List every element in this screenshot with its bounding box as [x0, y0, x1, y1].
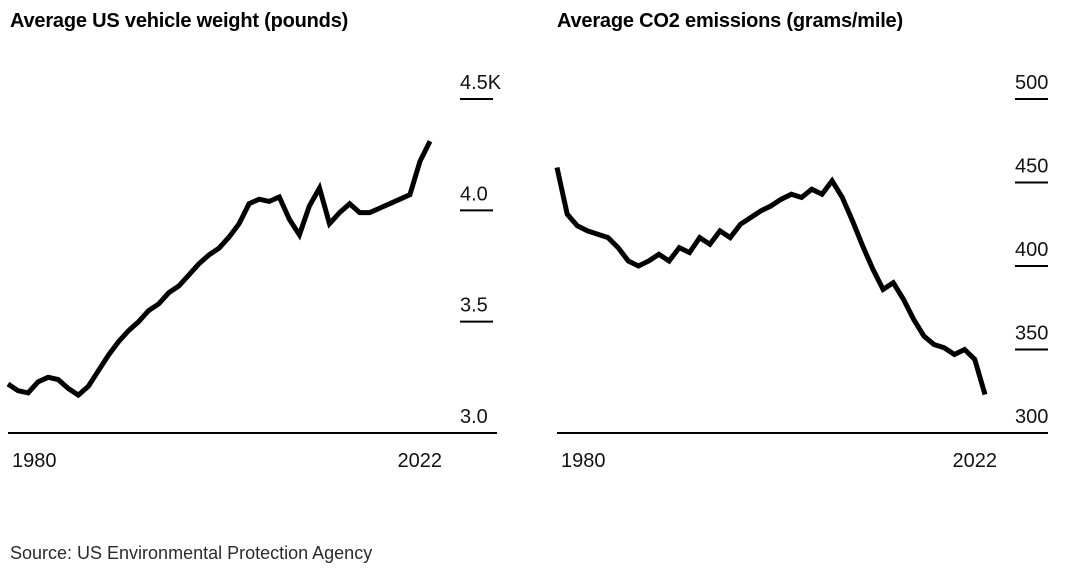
x-tick-label-start: 1980: [12, 450, 57, 472]
y-tick-label: 4.5K: [460, 72, 502, 94]
x-tick-label-start: 1980: [561, 450, 606, 472]
line-chart: 500 450 400 350 300: [554, 72, 1048, 434]
line-chart: 4.5K 4.0 3.5 3.0: [6, 72, 502, 434]
source-note: Source: US Environmental Protection Agen…: [10, 543, 373, 563]
x-tick-label-end: 2022: [397, 450, 443, 472]
x-tick-label-end: 2022: [952, 450, 998, 472]
chart-co2-emissions: Average CO2 emissions (grams/mile) 500 45…: [540, 0, 1080, 520]
series-line: [554, 166, 988, 396]
y-tick-label: 400: [1015, 239, 1048, 261]
y-tick-label: 3.5: [460, 295, 488, 317]
y-tick-label: 500: [1015, 72, 1048, 94]
chart-vehicle-weight: Average US vehicle weight (pounds) 4.5K 4…: [0, 0, 540, 520]
y-tick-label: 4.0: [460, 183, 488, 205]
y-tick-label: 300: [1015, 406, 1048, 428]
chart-title: Average CO2 emissions (grams/mile): [557, 10, 903, 32]
y-tick-label: 450: [1015, 156, 1048, 178]
chart-title: Average US vehicle weight (pounds): [10, 10, 349, 32]
y-tick-label: 3.0: [460, 406, 488, 428]
series-line: [6, 140, 433, 399]
y-tick-label: 350: [1015, 323, 1048, 345]
